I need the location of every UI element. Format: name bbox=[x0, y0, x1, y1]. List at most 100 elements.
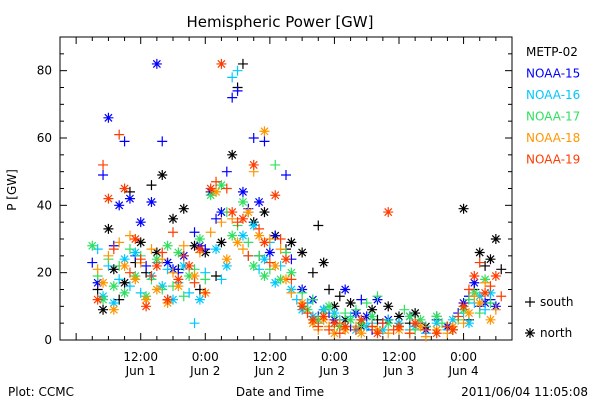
legend-entry: NOAA-15 bbox=[526, 67, 580, 81]
data-point-south bbox=[103, 250, 114, 261]
x-tick-date-label: Jun 1 bbox=[125, 364, 156, 378]
data-point-south bbox=[254, 223, 265, 234]
y-axis: 0 20 40 60 80 bbox=[37, 36, 512, 347]
data-point-south bbox=[232, 217, 243, 228]
data-point-north bbox=[98, 304, 109, 315]
data-point-north bbox=[372, 328, 383, 339]
data-point-north bbox=[474, 297, 485, 308]
data-point-north bbox=[281, 274, 291, 285]
data-point-north bbox=[259, 254, 270, 265]
data-point-north bbox=[248, 220, 259, 231]
data-point-north bbox=[194, 244, 205, 255]
data-point-north bbox=[270, 260, 281, 271]
data-point-south bbox=[275, 234, 286, 244]
data-point-south bbox=[211, 176, 222, 187]
data-point-north bbox=[318, 257, 329, 268]
data-point-south bbox=[404, 328, 415, 339]
data-point-south bbox=[237, 244, 248, 255]
data-point-south bbox=[124, 244, 135, 255]
chart-title: Hemispheric Power [GW] bbox=[187, 13, 374, 31]
data-point-south bbox=[237, 58, 248, 69]
data-point-north bbox=[168, 213, 178, 224]
data-point-south bbox=[383, 328, 394, 339]
data-point-north bbox=[404, 311, 415, 322]
data-point-north bbox=[480, 297, 491, 308]
data-point-north bbox=[324, 301, 335, 312]
data-point-north bbox=[205, 190, 216, 201]
data-point-north bbox=[474, 291, 485, 302]
data-point-north bbox=[248, 260, 259, 271]
data-point-south bbox=[119, 136, 130, 147]
data-point-north bbox=[345, 297, 356, 308]
data-point-north bbox=[275, 274, 286, 285]
data-point-south bbox=[248, 133, 259, 143]
x-tick-label: 12:00 bbox=[253, 350, 288, 364]
data-point-north bbox=[410, 308, 421, 319]
data-point-south bbox=[307, 267, 318, 278]
data-points bbox=[87, 58, 507, 342]
data-point-south bbox=[243, 250, 254, 261]
data-point-north bbox=[367, 304, 378, 315]
data-point-north bbox=[431, 318, 442, 329]
data-point-south bbox=[157, 247, 168, 258]
data-point-north bbox=[189, 271, 200, 282]
data-point-north bbox=[173, 274, 184, 285]
data-point-north bbox=[119, 254, 130, 265]
data-point-south bbox=[211, 271, 222, 282]
data-point-south bbox=[334, 291, 345, 302]
data-point-north bbox=[431, 311, 442, 322]
data-point-north bbox=[211, 186, 222, 197]
data-point-north bbox=[227, 230, 238, 241]
data-point-south bbox=[463, 294, 474, 305]
data-point-south bbox=[178, 240, 189, 251]
x-tick-label: 12:00 bbox=[123, 350, 158, 364]
data-point-south bbox=[313, 220, 324, 231]
data-point-south bbox=[367, 321, 378, 332]
data-point-north bbox=[135, 237, 146, 248]
data-point-south bbox=[92, 244, 103, 255]
data-point-north bbox=[394, 311, 404, 322]
data-point-north bbox=[340, 321, 351, 332]
data-point-north bbox=[469, 271, 480, 282]
data-point-south bbox=[168, 227, 178, 238]
data-point-north bbox=[103, 112, 114, 123]
data-point-south bbox=[205, 227, 216, 238]
data-point-north bbox=[141, 301, 152, 312]
data-point-north bbox=[162, 240, 173, 251]
data-point-north bbox=[248, 159, 259, 170]
data-point-south bbox=[98, 170, 109, 181]
data-point-north bbox=[281, 254, 291, 265]
data-point-north bbox=[340, 284, 351, 295]
data-point-north bbox=[356, 314, 367, 325]
data-point-north bbox=[237, 230, 248, 241]
data-point-north bbox=[254, 196, 265, 207]
data-point-north bbox=[151, 260, 162, 271]
data-point-north bbox=[356, 328, 367, 339]
data-point-south bbox=[146, 180, 157, 191]
data-point-south bbox=[92, 264, 103, 275]
data-point-south bbox=[178, 291, 189, 302]
data-point-north bbox=[270, 277, 281, 288]
data-point-north bbox=[377, 324, 388, 335]
data-point-north bbox=[205, 183, 216, 194]
data-point-south bbox=[264, 257, 275, 268]
data-point-north bbox=[184, 260, 195, 271]
data-point-south bbox=[216, 217, 227, 228]
data-point-north bbox=[119, 287, 130, 298]
data-point-north bbox=[114, 200, 125, 211]
data-point-south bbox=[264, 234, 275, 244]
data-point-south bbox=[275, 244, 286, 255]
y-tick-label: 20 bbox=[37, 266, 52, 280]
data-point-north bbox=[135, 217, 146, 228]
footer-plot-source: Plot: CCMC bbox=[8, 385, 74, 399]
data-point-north bbox=[92, 294, 103, 305]
data-point-north bbox=[92, 277, 103, 288]
data-point-south bbox=[377, 318, 388, 329]
data-point-north bbox=[119, 260, 130, 271]
data-point-south bbox=[189, 277, 200, 288]
data-point-north bbox=[124, 193, 135, 204]
data-point-north bbox=[194, 294, 205, 305]
x-tick-date-label: Jun 3 bbox=[318, 364, 349, 378]
data-point-north bbox=[130, 274, 141, 285]
